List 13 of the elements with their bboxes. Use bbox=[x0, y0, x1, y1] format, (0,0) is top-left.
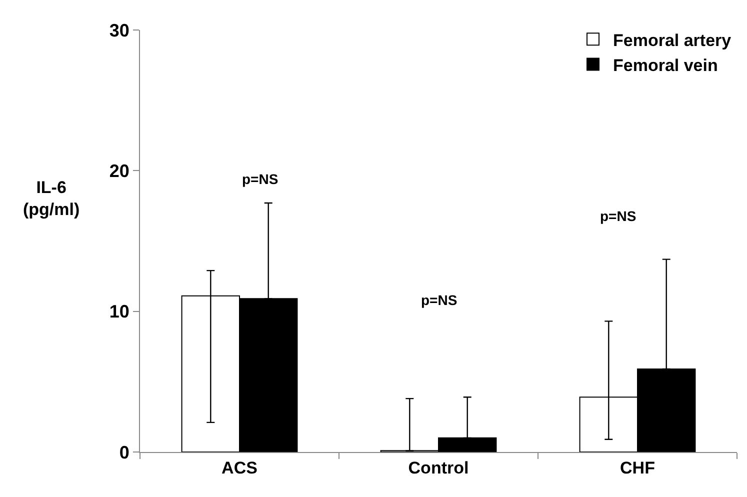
x-tick-label: ACS bbox=[222, 458, 258, 478]
legend-label: Femoral artery bbox=[613, 30, 732, 50]
annotation: p=NS bbox=[421, 292, 458, 308]
y-axis-title: IL-6 (pg/ml) bbox=[23, 178, 80, 220]
y-tick-label: 10 bbox=[109, 302, 130, 322]
y-tick-label: 0 bbox=[119, 442, 130, 462]
y-tick-label: 20 bbox=[109, 160, 130, 181]
annotation: p=NS bbox=[600, 208, 636, 224]
legend-label: Femoral vein bbox=[613, 56, 718, 75]
annotation: p=NS bbox=[242, 171, 278, 187]
x-tick-label: CHF bbox=[620, 458, 655, 478]
x-tick-label: Control bbox=[408, 458, 469, 478]
y-tick-label: 30 bbox=[109, 20, 130, 40]
